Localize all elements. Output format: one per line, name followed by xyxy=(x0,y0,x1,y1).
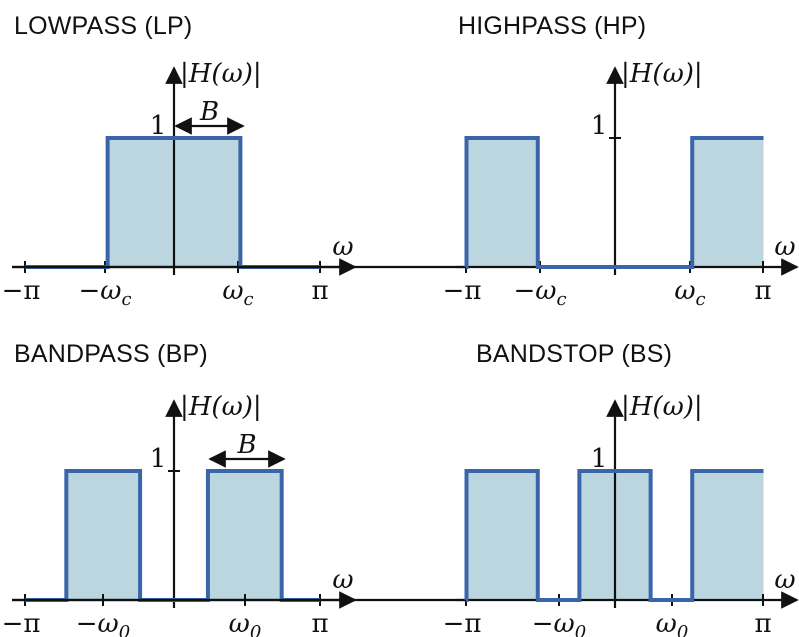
pi-label: π xyxy=(311,276,328,306)
frequency-response-line xyxy=(464,469,764,602)
highpass-title: HIGHPASS (HP) xyxy=(458,12,647,40)
cutoff-minus-label: −ωc xyxy=(513,276,566,310)
cutoff-plus-label: ωc xyxy=(674,276,705,310)
magnitude-label: |H(ω)| xyxy=(621,392,703,422)
bandwidth-label: B xyxy=(236,430,256,460)
cutoff-minus-label: −ω0 xyxy=(532,609,586,637)
minus-pi-label: −π xyxy=(2,276,41,306)
passband-fill-1 xyxy=(466,138,538,267)
cutoff-plus-label: ωc xyxy=(222,276,253,310)
pi-label: π xyxy=(754,609,771,637)
magnitude-label: |H(ω)| xyxy=(180,59,262,89)
passband-fill-3 xyxy=(692,471,764,600)
unit-label: 1 xyxy=(591,111,608,141)
passband-fill-1 xyxy=(466,471,538,600)
magnitude-label: |H(ω)| xyxy=(621,59,703,89)
panel-4-graph: |H(ω)| 1 ω −π π −ω0 ω0 xyxy=(12,392,799,637)
minus-pi-label: −π xyxy=(443,276,482,306)
bandwidth-label: B xyxy=(199,97,219,127)
omega-label: ω xyxy=(774,232,795,262)
omega-label: ω xyxy=(332,232,353,262)
bandstop-title: BANDSTOP (BS) xyxy=(476,340,673,368)
passband-fill-2 xyxy=(692,138,764,267)
cutoff-minus-label: −ω0 xyxy=(76,609,130,637)
magnitude-label: |H(ω)| xyxy=(180,392,262,422)
lowpass-title: LOWPASS (LP) xyxy=(14,12,193,40)
cutoff-plus-label: ω0 xyxy=(229,609,262,637)
bandpass-title: BANDPASS (BP) xyxy=(14,340,208,368)
cutoff-minus-label: −ωc xyxy=(78,276,131,310)
frequency-response-line xyxy=(464,136,764,269)
unit-label: 1 xyxy=(150,111,167,141)
passband-fill-2 xyxy=(207,471,282,600)
unit-label: 1 xyxy=(150,444,167,474)
minus-pi-label: −π xyxy=(2,609,41,637)
cutoff-plus-label: ω0 xyxy=(656,609,689,637)
pi-label: π xyxy=(311,609,328,637)
panel-1-graph: |H(ω)| 1 ω −π π −ωc ωc B xyxy=(2,59,357,310)
unit-label: 1 xyxy=(591,444,608,474)
passband-fill-1 xyxy=(66,471,141,600)
pi-label: π xyxy=(754,276,771,306)
minus-pi-label: −π xyxy=(443,609,482,637)
omega-label: ω xyxy=(332,565,353,595)
panel-2-graph: |H(ω)| 1 ω −π π −ωc ωc xyxy=(12,59,799,310)
omega-label: ω xyxy=(774,565,795,595)
